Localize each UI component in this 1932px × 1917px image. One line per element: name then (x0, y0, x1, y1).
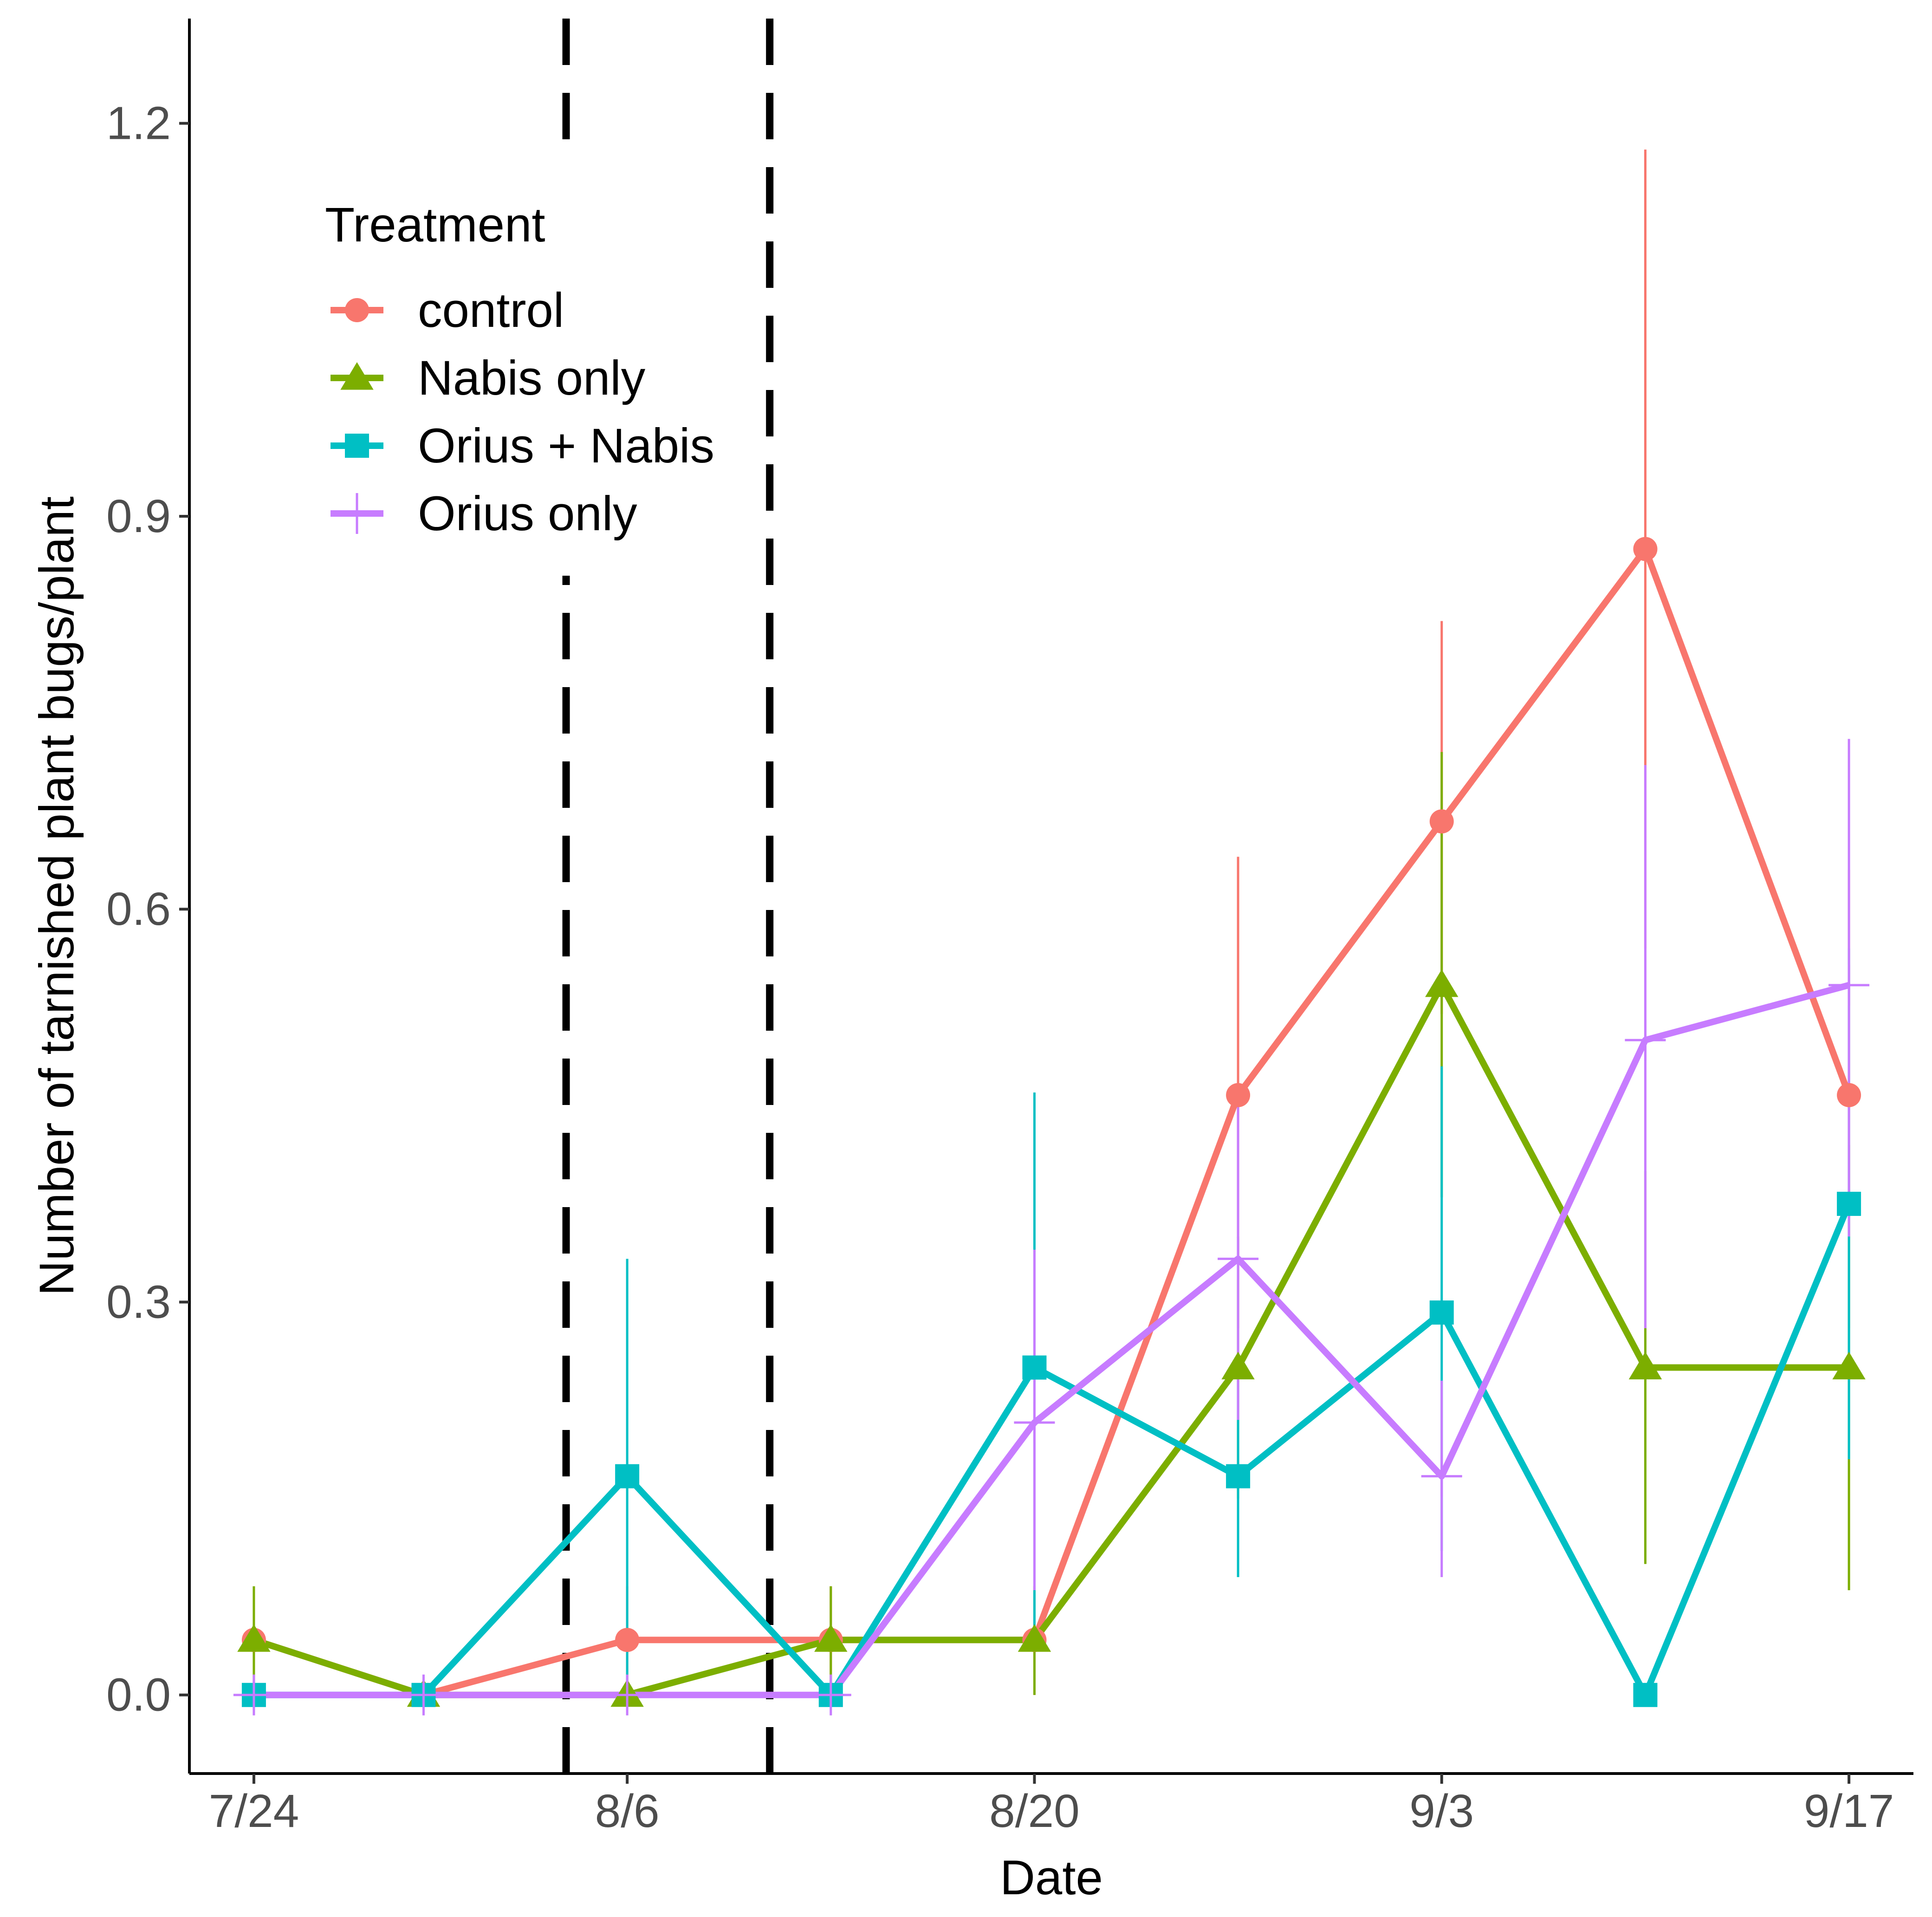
legend-key-marker (345, 298, 369, 322)
data-point-orius-only (1625, 1020, 1666, 1061)
x-ticks: 7/24 8/6 8/20 9/3 9/17 (209, 1774, 1894, 1837)
legend-key-marker (337, 493, 377, 534)
legend-label: Orius + Nabis (418, 419, 714, 473)
legend-item-control: control (331, 283, 564, 338)
data-point-orius-only (1421, 1456, 1462, 1497)
data-point-orius-nabis (1837, 1191, 1861, 1216)
data-point-orius-only (1218, 1238, 1259, 1280)
data-point-orius-nabis (1429, 1300, 1454, 1325)
y-tick-label: 1.2 (106, 97, 171, 149)
x-tick-label: 9/3 (1409, 1785, 1474, 1837)
legend-item-nabis-only: Nabis only (331, 351, 646, 405)
data-point-control (615, 1628, 640, 1652)
data-point-control (1226, 1083, 1251, 1107)
x-tick-label: 7/24 (209, 1785, 299, 1837)
y-tick-label: 0.0 (106, 1669, 171, 1721)
legend-key-marker (345, 434, 369, 458)
legend-key-marker (340, 362, 374, 390)
data-point-nabis-only (1628, 1352, 1662, 1380)
data-point-orius-nabis (1022, 1355, 1047, 1380)
data-point-nabis-only (237, 1624, 271, 1652)
x-tick-label: 8/20 (989, 1785, 1080, 1837)
data-point-orius-only (607, 1674, 648, 1716)
series-lines (253, 546, 1852, 1698)
data-point-nabis-only (1018, 1624, 1051, 1652)
legend-label: Nabis only (418, 351, 646, 405)
x-tick-label: 8/6 (595, 1785, 660, 1837)
legend-item-orius-nabis: Orius + Nabis (331, 419, 714, 473)
series-points (233, 537, 1870, 1716)
x-tick-label: 9/17 (1804, 1785, 1894, 1837)
legend-label: Orius only (418, 487, 637, 541)
legend-label: control (418, 283, 564, 338)
y-ticks: 0.0 0.3 0.6 0.9 1.2 (106, 97, 189, 1721)
data-point-orius-only (1014, 1402, 1055, 1443)
data-point-orius-only (233, 1674, 274, 1716)
legend: Treatment control Nabis only Orius + Nabis… (297, 158, 761, 576)
axes: 0.0 0.3 0.6 0.9 1.2 7/24 8/6 8/20 9/3 9/17 (106, 19, 1913, 1837)
legend-items: control Nabis only Orius + Nabis Orius only (331, 283, 714, 541)
y-tick-label: 0.6 (106, 883, 171, 935)
x-axis-title: Date (1000, 1851, 1103, 1905)
y-tick-label: 0.3 (106, 1276, 171, 1328)
data-point-orius-nabis (615, 1464, 640, 1488)
legend-title: Treatment (325, 198, 545, 252)
data-point-nabis-only (1221, 1352, 1255, 1380)
legend-background (297, 158, 761, 576)
legend-item-orius-only: Orius only (331, 487, 637, 541)
data-point-orius-nabis (1633, 1683, 1658, 1707)
data-point-nabis-only (814, 1624, 848, 1652)
y-tick-label: 0.9 (106, 490, 171, 542)
data-point-control (1837, 1083, 1861, 1107)
y-axis-title: Number of tarnished plant bugs/plant (30, 496, 84, 1296)
data-point-orius-only (810, 1674, 851, 1716)
data-point-nabis-only (1832, 1352, 1866, 1380)
data-point-orius-nabis (1226, 1464, 1251, 1488)
data-point-orius-only (403, 1674, 444, 1716)
data-point-control (1429, 809, 1454, 834)
data-point-orius-only (1828, 964, 1870, 1006)
data-point-control (1633, 537, 1658, 561)
data-point-nabis-only (1425, 969, 1459, 997)
